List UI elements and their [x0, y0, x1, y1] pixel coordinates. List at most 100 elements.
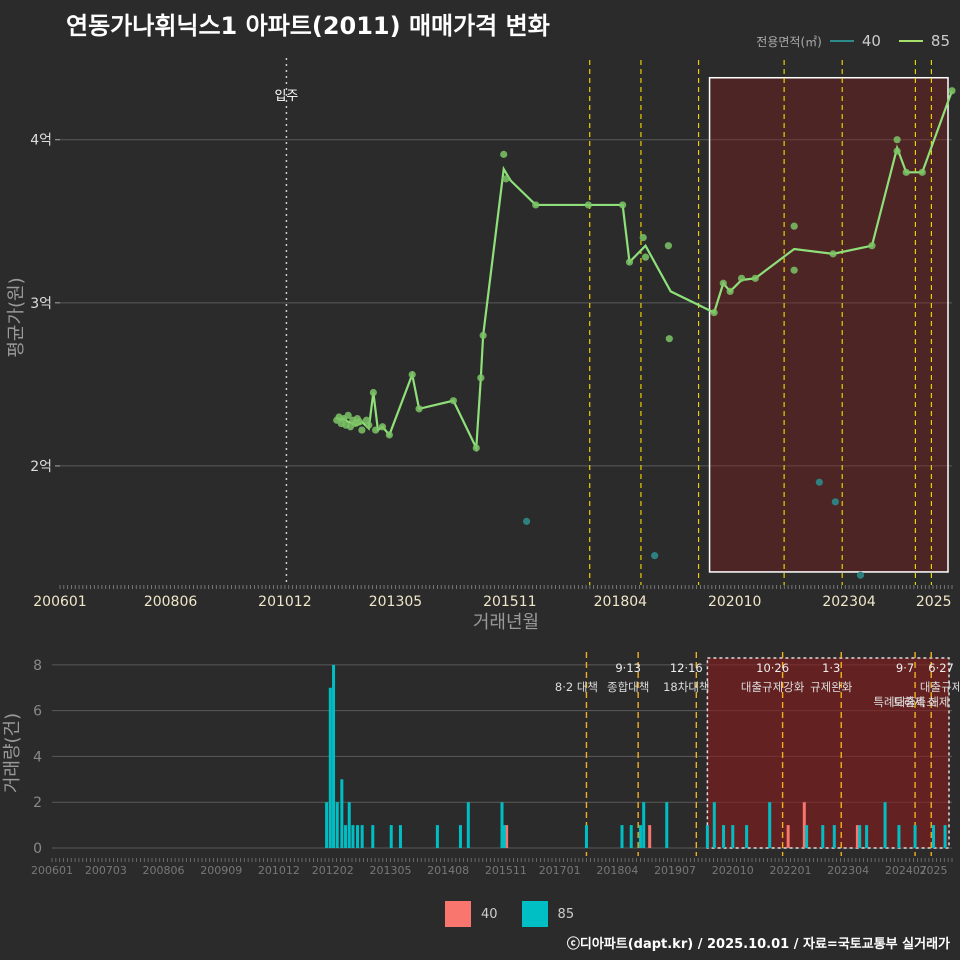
- bar-x-tick-label: 201408: [427, 864, 469, 877]
- series-85-point: [472, 444, 480, 452]
- x-tick-label: 202010: [708, 594, 761, 610]
- series-85-point: [356, 418, 364, 426]
- bar-85: [502, 825, 506, 848]
- bar-85: [745, 825, 749, 848]
- bar-85: [340, 779, 344, 848]
- bar-85: [943, 825, 947, 848]
- policy-name-label: 규제완화: [810, 680, 853, 694]
- series-40-point: [522, 517, 531, 525]
- bar-x-tick-label: 200601: [31, 864, 73, 877]
- series-85-point: [385, 431, 393, 439]
- x-axis-title: 거래년월: [473, 612, 539, 633]
- legend-label: 전용면적(㎡): [756, 34, 822, 49]
- bar-x-tick-label: 200806: [143, 864, 185, 877]
- series-85-point: [893, 147, 901, 155]
- bar-85: [642, 802, 646, 848]
- bar-x-tick-label: 200703: [85, 864, 127, 877]
- bar-85: [332, 664, 336, 848]
- series-85-point: [719, 279, 727, 287]
- series-85-point: [502, 175, 510, 183]
- x-tick-label: 200806: [144, 594, 198, 610]
- bar-85: [665, 802, 669, 848]
- policy-date-label: 9·13: [615, 661, 641, 675]
- series-85-point: [449, 397, 457, 405]
- y-axis-title: 평균가(원): [6, 277, 27, 357]
- bar-85: [435, 825, 439, 848]
- series-40-point: [856, 571, 865, 579]
- series-85-point: [868, 242, 876, 250]
- bar-85: [832, 825, 836, 848]
- series-85-point: [369, 388, 377, 397]
- series-40-point: [651, 552, 659, 560]
- bar-85: [335, 802, 339, 848]
- y-tick-label: 3억: [30, 296, 52, 312]
- policy-date-label: 1·3: [822, 661, 840, 675]
- bar-85: [712, 802, 716, 848]
- bar-legend-swatch-85: [521, 901, 548, 927]
- highlight-region: [708, 76, 949, 573]
- series-85-point: [893, 136, 901, 144]
- series-85-point: [829, 250, 837, 258]
- series-85-point: [902, 168, 910, 176]
- series-85-point: [408, 370, 416, 379]
- policy-date-label: 9·7: [896, 661, 914, 675]
- x-tick-label: 202304: [822, 594, 876, 610]
- y-tick-label: 4억: [30, 133, 52, 149]
- series-85-point: [751, 274, 759, 282]
- series-85-point: [372, 426, 380, 434]
- bar-85: [325, 802, 329, 848]
- bar-85: [398, 825, 402, 848]
- series-85-point: [790, 222, 798, 230]
- bar-40: [648, 825, 652, 848]
- x-tick-label: 201012: [258, 594, 311, 610]
- series-85-point: [378, 423, 387, 431]
- series-85-point: [344, 411, 352, 419]
- series-85-point: [918, 168, 926, 176]
- series-85-point: [726, 287, 734, 296]
- bar-x-tick-label: 201511: [485, 864, 527, 877]
- bar-highlight-region: [706, 657, 950, 849]
- policy-name-label: 특례대출축소: [873, 695, 936, 709]
- bar-40: [855, 825, 859, 848]
- bar-85: [629, 825, 633, 848]
- policy-name-label: 대출규제강화: [741, 680, 805, 694]
- bar-85: [897, 825, 901, 848]
- bar-x-tick-label: 2025: [920, 864, 948, 877]
- series-85-point: [664, 242, 672, 250]
- bar-y-tick-label: 4: [33, 749, 42, 765]
- bar-85: [500, 802, 504, 848]
- series-85-point: [500, 150, 508, 158]
- series-85-point: [625, 258, 634, 266]
- bar-x-tick-label: 201012: [258, 864, 300, 877]
- bar-legend-label-85: 85: [557, 906, 575, 922]
- x-tick-label: 201804: [594, 594, 648, 610]
- bar-85: [347, 802, 351, 848]
- y-tick-label: 2억: [30, 459, 52, 475]
- x-tick-label: 2025: [916, 594, 952, 610]
- policy-name-label: 8·2 대책: [555, 680, 598, 694]
- bar-40: [505, 825, 509, 848]
- bar-85: [821, 825, 825, 848]
- bar-85: [371, 825, 375, 848]
- bar-85: [466, 802, 470, 848]
- bar-40: [802, 802, 806, 848]
- bar-85: [883, 802, 887, 848]
- bar-85: [913, 825, 917, 848]
- series-85-point: [479, 331, 487, 340]
- policy-name-label: 18차대책: [663, 680, 709, 694]
- bar-40: [786, 825, 790, 848]
- series-85-point: [477, 374, 485, 382]
- legend-item-85: 85: [930, 32, 950, 50]
- series-85-point: [737, 274, 746, 282]
- bar-85: [458, 825, 462, 848]
- bar-x-tick-label: 202201: [769, 864, 811, 877]
- series-40-point: [815, 478, 823, 486]
- series-85-point: [665, 335, 673, 343]
- x-tick-label: 201511: [483, 594, 536, 610]
- series-85-point: [790, 266, 798, 274]
- series-85-point: [365, 421, 373, 429]
- bar-85: [865, 825, 869, 848]
- bar-x-tick-label: 200909: [200, 864, 242, 877]
- legend: 전용면적(㎡) 40 85: [756, 32, 950, 50]
